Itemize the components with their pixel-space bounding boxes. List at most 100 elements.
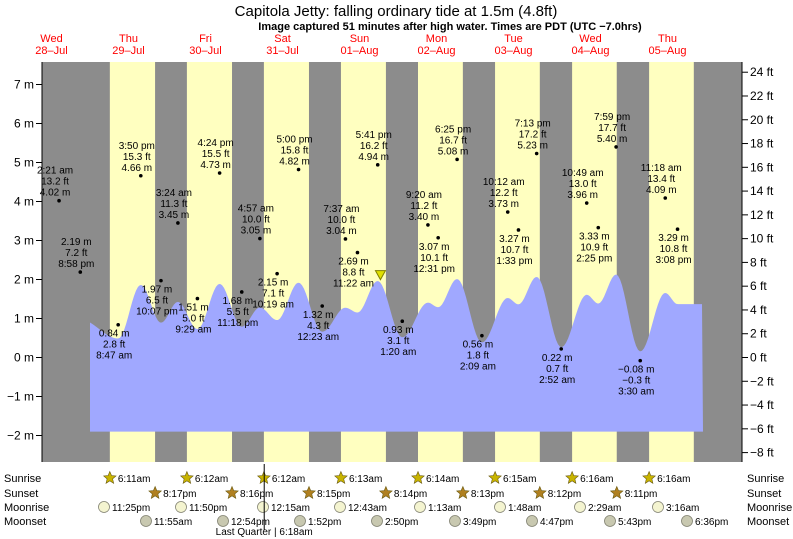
- day-name-label: Sat: [274, 33, 291, 45]
- y-right-tick-label: 2 ft: [750, 327, 767, 341]
- day-name-label: Thu: [119, 33, 138, 45]
- tide-label-line: 4:24 pm: [198, 138, 234, 149]
- y-right-tick-label: 20 ft: [750, 113, 774, 127]
- tide-label-line: 12.2 ft: [490, 188, 518, 199]
- tide-point: [638, 358, 643, 363]
- day-date-label: 05–Aug: [649, 45, 687, 57]
- tide-label-line: 7.1 ft: [262, 289, 284, 300]
- day-date-label: 01–Aug: [341, 45, 379, 57]
- tide-point: [78, 270, 83, 274]
- sun-icon: [102, 470, 117, 484]
- tide-label-line: 2.69 m: [338, 257, 369, 268]
- day-date-label: 28–Jul: [35, 45, 67, 57]
- tide-point: [258, 236, 262, 241]
- tide-label-line: 5.08 m: [438, 146, 469, 157]
- y-left-tick-label: 1 m: [14, 312, 34, 326]
- day-name-label: Wed: [40, 33, 62, 45]
- tide-label-line: 0.22 m: [542, 353, 573, 364]
- tide-label-line: 15.5 ft: [202, 149, 230, 160]
- tide-label-line: 2:09 am: [460, 362, 496, 373]
- tide-label-line: 13.4 ft: [647, 174, 675, 185]
- sunset-time: 8:16pm: [240, 489, 273, 500]
- tide-label-line: 13.0 ft: [569, 179, 597, 190]
- moon-phase-note: Last Quarter | 6:18am: [216, 527, 313, 538]
- tide-label-line: 10:07 pm: [136, 307, 178, 318]
- day-name-label: Mon: [426, 33, 447, 45]
- tide-label-line: 17.2 ft: [519, 130, 547, 141]
- moonrise-time: 3:16am: [666, 503, 699, 514]
- tide-label: 0.56 m1.8 ft2:09 am: [460, 340, 496, 373]
- tide-label-line: 3.96 m: [567, 190, 598, 201]
- tide-point: [426, 223, 430, 227]
- y-right-tick-label: 24 ft: [750, 65, 774, 79]
- tide-label-line: 16.7 ft: [439, 135, 467, 146]
- tide-label-line: 4.94 m: [358, 152, 389, 163]
- moonrise-time: 11:25pm: [112, 503, 150, 514]
- day-date-label: 31–Jul: [266, 45, 298, 57]
- tide-point: [596, 225, 601, 230]
- tide-label-line: 3.33 m: [579, 232, 610, 243]
- tide-label-line: 2:25 pm: [576, 254, 612, 265]
- y-right-tick-label: −6 ft: [750, 422, 774, 436]
- chart-title: Capitola Jetty: falling ordinary tide at…: [235, 3, 558, 20]
- tide-point: [138, 173, 143, 178]
- tide-label-line: 13.2 ft: [41, 177, 69, 188]
- tide-label-line: 8:58 pm: [58, 259, 94, 270]
- tide-label: 1.51 m5.0 ft9:29 am: [175, 303, 211, 336]
- tide-point: [320, 304, 325, 308]
- y-right-tick-label: −8 ft: [750, 446, 774, 460]
- y-left-tick-label: 7 m: [14, 78, 34, 92]
- tide-curve: [90, 270, 703, 432]
- sunset-time: 8:11pm: [625, 489, 658, 500]
- tide-label-line: 3.40 m: [409, 212, 440, 223]
- astro-row-label-left: Moonrise: [4, 502, 49, 514]
- tide-label-line: 6:25 pm: [435, 124, 471, 135]
- sunset-time: 8:12pm: [548, 489, 581, 500]
- tide-label-line: 2.19 m: [61, 237, 92, 248]
- current-tide-marker: [374, 270, 387, 281]
- tide-label-line: 9:20 am: [406, 190, 442, 201]
- sun-icon: [609, 485, 624, 499]
- sun-icon: [378, 485, 393, 499]
- tide-point: [663, 196, 668, 200]
- y-right-tick-label: −2 ft: [750, 374, 774, 388]
- moonset-icon: [294, 515, 306, 527]
- y-right-tick-label: 14 ft: [750, 184, 774, 198]
- moonset-icon: [217, 515, 229, 527]
- tide-label-line: 7:59 pm: [594, 112, 630, 123]
- y-left-tick-label: 6 m: [14, 117, 34, 131]
- tide-label-line: 16.2 ft: [360, 141, 388, 152]
- tide-point: [355, 250, 360, 255]
- tide-point: [436, 235, 440, 240]
- y-right-tick-label: 8 ft: [750, 255, 767, 269]
- tide-label-line: 10:12 am: [483, 177, 525, 188]
- sunrise-time: 6:12am: [272, 474, 305, 485]
- y-left-tick-label: 3 m: [14, 234, 34, 248]
- tide-point: [343, 237, 348, 241]
- tide-label-line: 3.45 m: [159, 210, 190, 221]
- sunrise-time: 6:13am: [349, 474, 382, 485]
- tide-label-line: 3:24 am: [156, 188, 192, 199]
- day-name-label: Sun: [350, 33, 370, 45]
- tide-label: 3.29 m10.8 ft3:08 pm: [655, 233, 691, 266]
- tide-label-line: 0.84 m: [99, 329, 130, 340]
- tide-label-line: 0.56 m: [463, 340, 494, 351]
- moonset-icon: [140, 515, 152, 527]
- tide-label-line: 8.8 ft: [342, 268, 364, 279]
- tide-label: 0.84 m2.8 ft8:47 am: [96, 329, 132, 362]
- y-left-tick-label: 2 m: [14, 273, 34, 287]
- sunrise-time: 6:15am: [503, 474, 536, 485]
- tide-point: [296, 167, 301, 172]
- tide-label-line: 11:22 am: [333, 279, 374, 290]
- moonrise-icon: [652, 501, 664, 513]
- tide-point: [375, 163, 380, 167]
